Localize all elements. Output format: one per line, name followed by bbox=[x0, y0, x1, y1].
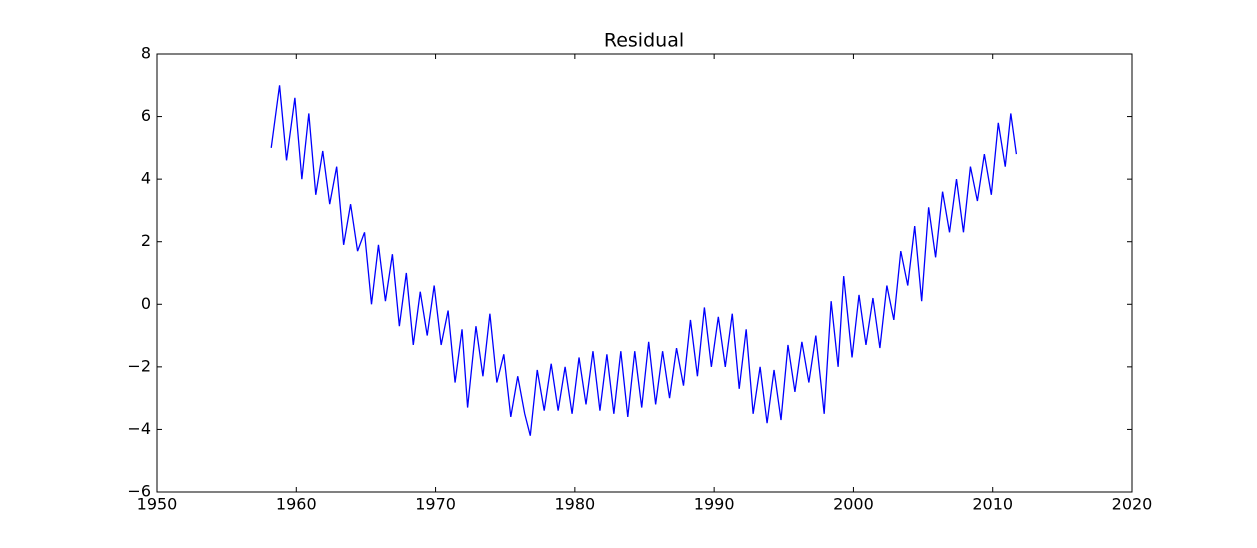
axes-frame bbox=[156, 53, 1133, 493]
x-tick-label: 2010 bbox=[972, 495, 1013, 514]
x-tick-label: 1970 bbox=[415, 495, 456, 514]
y-tick-label: 6 bbox=[141, 106, 151, 125]
x-tick-label: 1980 bbox=[554, 495, 595, 514]
x-tick-label: 1960 bbox=[276, 495, 317, 514]
chart-title: Residual bbox=[604, 30, 684, 52]
y-tick-label: 4 bbox=[141, 169, 151, 188]
series-line bbox=[270, 85, 1018, 436]
y-tick-label: −2 bbox=[127, 356, 151, 375]
x-tick-label: 1990 bbox=[694, 495, 735, 514]
y-tick-label: 2 bbox=[141, 231, 151, 250]
y-tick-label: −4 bbox=[127, 419, 151, 438]
x-tick-label: 2000 bbox=[833, 495, 874, 514]
y-tick-label: 8 bbox=[141, 44, 151, 63]
x-tick-label: 2020 bbox=[1112, 495, 1153, 514]
y-tick-label: −6 bbox=[127, 482, 151, 501]
y-tick-label: 0 bbox=[141, 294, 151, 313]
x-tick-label: 1950 bbox=[137, 495, 178, 514]
